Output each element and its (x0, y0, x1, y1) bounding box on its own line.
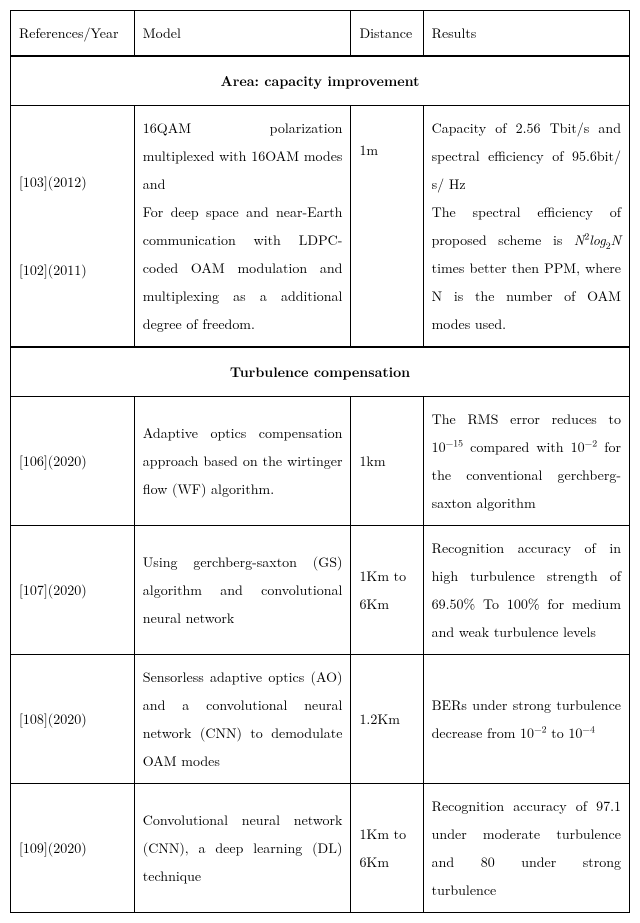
table-row: [103](2012) [102](2011) 16QAM polarizati… (11, 106, 630, 348)
table-row: [107](2020) Using gerchberg-saxton (GS) … (11, 526, 630, 655)
research-summary-table: References/Year Model Distance Results A… (10, 10, 630, 913)
cell-distance: 1m (351, 106, 423, 348)
results-103: Capacity of 2.56 Tbit/s and spectral eff… (432, 114, 621, 198)
header-distance: Distance (351, 11, 423, 57)
header-references: References/Year (11, 11, 135, 57)
ref-102: [102](2011) (19, 256, 126, 284)
cell-results: BERs under strong turbulence decrease fr… (423, 655, 629, 784)
section-turbulence: Turbulence compensation (11, 347, 630, 397)
cell-ref: [108](2020) (11, 655, 135, 784)
table-header-row: References/Year Model Distance Results (11, 11, 630, 57)
section-title: Area: capacity improvement (11, 56, 630, 106)
cell-distance: 1km (351, 397, 423, 526)
model-102: For deep space and near-Earth communicat… (143, 198, 343, 338)
txt: log (589, 230, 605, 250)
txt: N (574, 230, 584, 250)
cell-model: 16QAM polarization multiplexed with 16OA… (134, 106, 351, 348)
sup: −15 (446, 435, 463, 449)
table-row: [106](2020) Adaptive optics compensation… (11, 397, 630, 526)
header-results: Results (423, 11, 629, 57)
cell-results: The RMS error reduces to 10−15 compared … (423, 397, 629, 526)
section-capacity: Area: capacity improvement (11, 56, 630, 106)
sup: −4 (582, 721, 595, 735)
cell-ref: [109](2020) (11, 784, 135, 913)
section-title: Turbulence compensation (11, 347, 630, 397)
cell-results: Capacity of 2.56 Tbit/s and spectral eff… (423, 106, 629, 348)
txt: N (611, 230, 621, 250)
cell-ref: [103](2012) [102](2011) (11, 106, 135, 348)
cell-results: Recognition accuracy of in high turbulen… (423, 526, 629, 655)
cell-ref: [106](2020) (11, 397, 135, 526)
sup: −2 (585, 435, 598, 449)
cell-ref: [107](2020) (11, 526, 135, 655)
txt: compared with 10 (463, 437, 585, 457)
cell-model: Sensorless adaptive optics (AO) and a co… (134, 655, 351, 784)
header-model: Model (134, 11, 351, 57)
txt: times better then PPM, where N is the nu… (432, 258, 621, 334)
cell-model: Convolutional neural network (CNN), a de… (134, 784, 351, 913)
cell-distance: 1Km to 6Km (351, 526, 423, 655)
cell-distance: 1.2Km (351, 655, 423, 784)
cell-model: Adaptive optics compensation approach ba… (134, 397, 351, 526)
cell-results: Recognition accuracy of 97.1 under moder… (423, 784, 629, 913)
cell-distance: 1Km to 6Km (351, 784, 423, 913)
txt: BERs under strong turbulence decrease fr… (432, 695, 621, 743)
results-102: The spectral efficiency of proposed sche… (432, 198, 621, 338)
sup: −2 (534, 721, 547, 735)
cell-model: Using gerchberg-saxton (GS) algorithm an… (134, 526, 351, 655)
txt: to 10 (547, 723, 583, 743)
ref-103: [103](2012) (19, 168, 126, 196)
table-row: [108](2020) Sensorless adaptive optics (… (11, 655, 630, 784)
table-row: [109](2020) Convolutional neural network… (11, 784, 630, 913)
distance-103: 1m (359, 140, 378, 160)
model-103: 16QAM polarization multiplexed with 16OA… (143, 114, 343, 198)
